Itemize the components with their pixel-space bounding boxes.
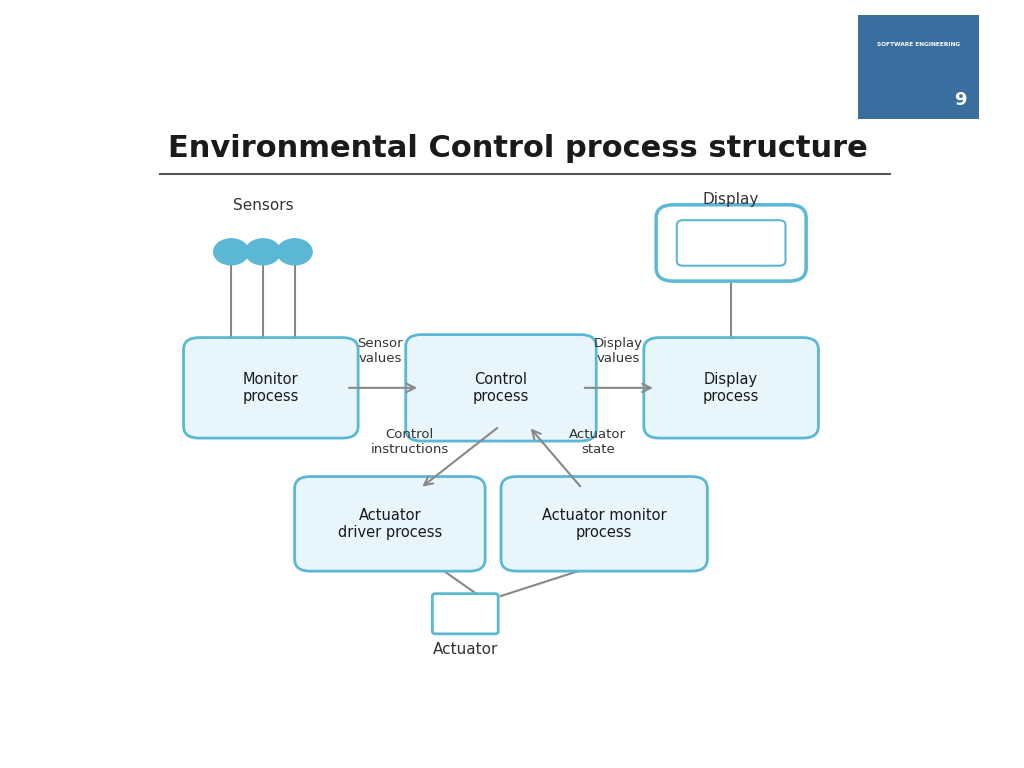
FancyBboxPatch shape <box>644 338 818 438</box>
Text: Environmental Control process structure: Environmental Control process structure <box>168 134 867 163</box>
Text: SOFTWARE ENGINEERING: SOFTWARE ENGINEERING <box>877 42 961 47</box>
Text: Display: Display <box>702 192 760 207</box>
Text: Actuator: Actuator <box>432 642 498 657</box>
Text: Sensors: Sensors <box>232 198 293 214</box>
FancyBboxPatch shape <box>501 476 708 571</box>
FancyBboxPatch shape <box>295 476 485 571</box>
Text: Actuator
driver process: Actuator driver process <box>338 508 442 540</box>
FancyBboxPatch shape <box>406 335 596 441</box>
Text: Control
process: Control process <box>473 372 529 404</box>
FancyBboxPatch shape <box>656 205 806 281</box>
Text: 9: 9 <box>954 91 967 109</box>
Text: Actuator monitor
process: Actuator monitor process <box>542 508 667 540</box>
FancyBboxPatch shape <box>677 220 785 266</box>
Circle shape <box>246 239 281 265</box>
Text: Display
values: Display values <box>594 337 643 365</box>
Text: Control
instructions: Control instructions <box>371 429 449 456</box>
FancyBboxPatch shape <box>432 594 499 634</box>
Text: Monitor
process: Monitor process <box>243 372 299 404</box>
Circle shape <box>278 239 312 265</box>
Text: Display
process: Display process <box>702 372 760 404</box>
FancyBboxPatch shape <box>183 338 358 438</box>
Circle shape <box>214 239 249 265</box>
Text: Sensor
values: Sensor values <box>357 337 403 365</box>
Text: Actuator
state: Actuator state <box>569 429 627 456</box>
FancyBboxPatch shape <box>858 15 979 119</box>
